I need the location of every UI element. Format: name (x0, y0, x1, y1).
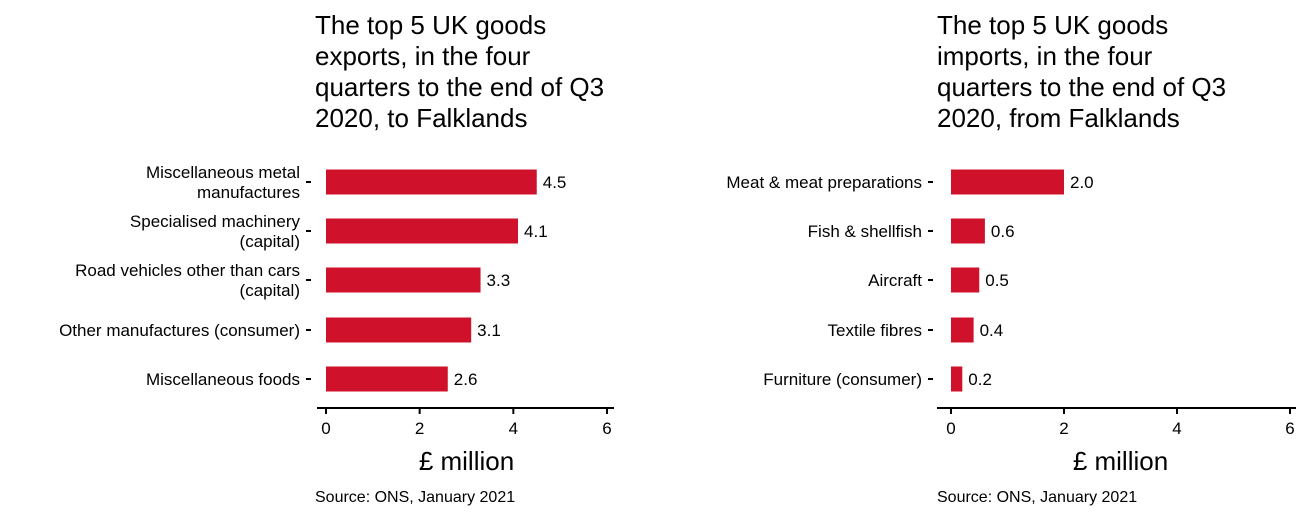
chart-title-line: 2020, to Falklands (315, 103, 527, 133)
value-label: 4.1 (524, 222, 548, 241)
value-label: 0.5 (985, 271, 1009, 290)
category-label: (capital) (240, 232, 300, 251)
category-label: Other manufactures (consumer) (59, 321, 300, 340)
value-label: 2.0 (1070, 173, 1094, 192)
value-label: 3.3 (487, 271, 511, 290)
chart-title-line: exports, in the four (315, 41, 531, 71)
bar (951, 267, 980, 293)
category-label: Specialised machinery (130, 212, 301, 231)
x-tick-label: 0 (946, 419, 955, 438)
bar (326, 218, 519, 244)
x-tick-label: 4 (1172, 419, 1181, 438)
chart-title-line: The top 5 UK goods (937, 10, 1168, 40)
x-tick-label: 6 (602, 419, 611, 438)
bar (326, 169, 537, 195)
chart-title-line: The top 5 UK goods (315, 10, 546, 40)
x-tick-label: 6 (1285, 419, 1294, 438)
source-note: Source: ONS, January 2021 (937, 489, 1137, 506)
category-label: (capital) (240, 281, 300, 300)
x-axis-label: £ million (419, 446, 514, 476)
bar (326, 366, 448, 392)
x-axis-label: £ million (1073, 446, 1168, 476)
category-label: Road vehicles other than cars (75, 261, 300, 280)
category-label: manufactures (197, 183, 300, 202)
value-label: 0.2 (968, 370, 992, 389)
value-label: 4.5 (543, 173, 567, 192)
category-label: Miscellaneous foods (146, 370, 300, 389)
bar (951, 218, 985, 244)
bar (951, 169, 1064, 195)
bar (951, 317, 974, 343)
x-tick-label: 0 (321, 419, 330, 438)
chart-title-line: imports, in the four (937, 41, 1153, 71)
bar (326, 267, 481, 293)
chart-title-line: quarters to the end of Q3 (937, 72, 1226, 102)
category-label: Aircraft (868, 271, 922, 290)
value-label: 3.1 (477, 321, 501, 340)
category-label: Miscellaneous metal (146, 163, 300, 182)
bar (326, 317, 472, 343)
bar (951, 366, 963, 392)
value-label: 0.4 (980, 321, 1004, 340)
value-label: 2.6 (454, 370, 478, 389)
category-label: Furniture (consumer) (763, 370, 922, 389)
x-tick-label: 2 (1059, 419, 1068, 438)
category-label: Fish & shellfish (808, 222, 922, 241)
source-note: Source: ONS, January 2021 (315, 489, 515, 506)
x-tick-label: 2 (415, 419, 424, 438)
chart-title-line: 2020, from Falklands (937, 103, 1180, 133)
category-label: Meat & meat preparations (726, 173, 922, 192)
x-tick-label: 4 (509, 419, 518, 438)
value-label: 0.6 (991, 222, 1015, 241)
category-label: Textile fibres (828, 321, 922, 340)
chart-title-line: quarters to the end of Q3 (315, 72, 604, 102)
